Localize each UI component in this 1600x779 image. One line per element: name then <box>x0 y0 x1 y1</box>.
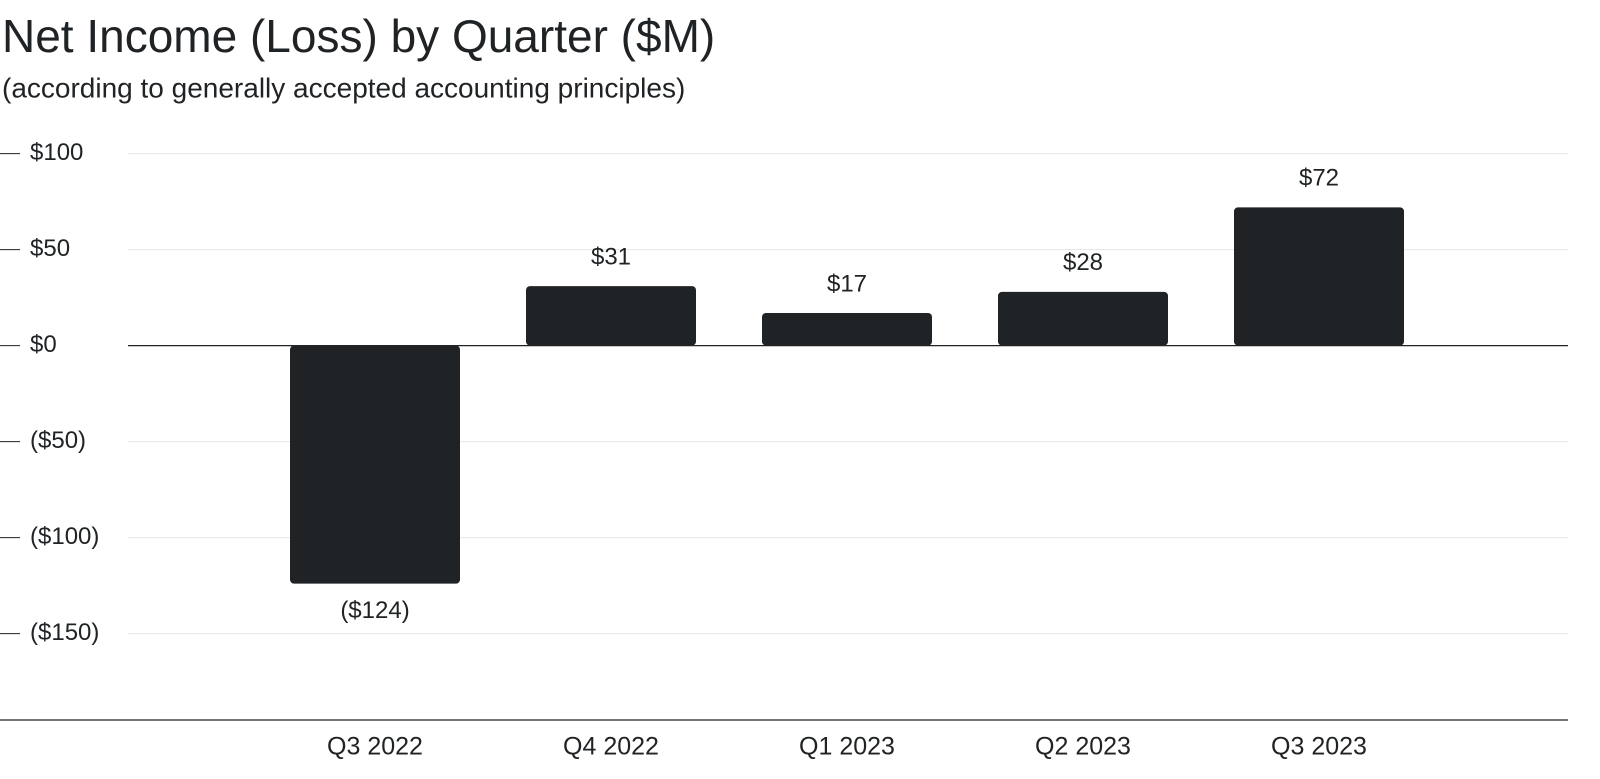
chart-title: Net Income (Loss) by Quarter ($M) <box>2 10 715 62</box>
x-tick-label: Q4 2022 <box>563 733 659 761</box>
value-label: $17 <box>827 270 867 297</box>
bar <box>1234 207 1404 346</box>
value-label: ($124) <box>340 597 409 624</box>
x-tick-label: Q2 2023 <box>1035 733 1131 761</box>
y-tick-label: $0 <box>30 331 57 358</box>
x-tick-label: Q3 2023 <box>1271 733 1367 761</box>
chart-subtitle: (according to generally accepted account… <box>2 72 685 103</box>
y-tick-label: $50 <box>30 235 70 262</box>
value-label: $28 <box>1063 249 1103 276</box>
x-tick-label: Q3 2022 <box>327 733 423 761</box>
y-tick-label: ($150) <box>30 619 99 646</box>
bar <box>290 345 460 584</box>
bar <box>526 286 696 346</box>
y-tick-label: ($50) <box>30 427 86 454</box>
y-tick-label: ($100) <box>30 523 99 550</box>
bar <box>762 312 932 346</box>
y-tick-label: $100 <box>30 139 83 166</box>
bar <box>998 291 1168 346</box>
value-label: $31 <box>591 243 631 270</box>
value-label: $72 <box>1299 165 1339 192</box>
x-tick-label: Q1 2023 <box>799 733 895 761</box>
